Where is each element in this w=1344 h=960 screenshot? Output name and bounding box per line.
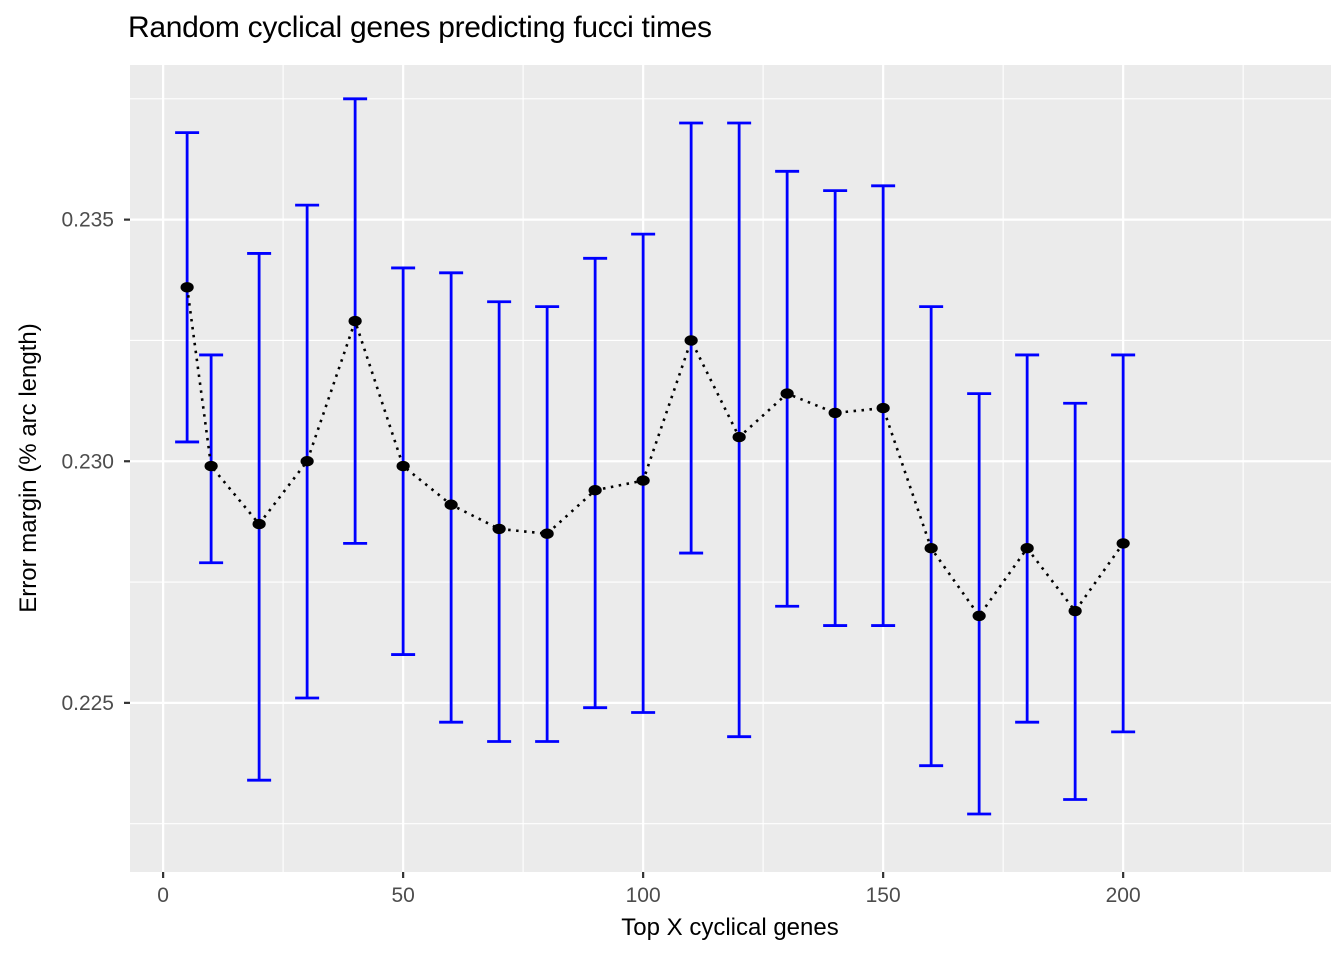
plot-title: Random cyclical genes predicting fucci t… (128, 11, 712, 44)
data-point (684, 335, 698, 346)
data-point (252, 518, 266, 530)
y-tick-label: 0.225 (61, 692, 114, 715)
data-point (588, 485, 602, 496)
data-point (636, 475, 650, 486)
data-point (348, 315, 362, 327)
y-tick-label: 0.230 (61, 450, 114, 473)
data-point (204, 460, 218, 472)
data-point (180, 282, 194, 293)
x-tick-label: 100 (626, 884, 661, 907)
x-tick-label: 0 (157, 884, 169, 907)
data-point (300, 456, 314, 467)
plot-panel (130, 65, 1331, 872)
data-point (732, 431, 746, 443)
data-point (972, 610, 986, 622)
data-point (828, 407, 842, 419)
x-axis-title: Top X cyclical genes (621, 914, 839, 941)
data-point (1068, 605, 1082, 617)
data-point (1116, 538, 1130, 549)
data-point (492, 523, 506, 535)
data-point (924, 543, 938, 554)
data-point (1020, 543, 1034, 554)
data-point (780, 388, 794, 399)
x-tick-label: 50 (391, 884, 414, 907)
data-point (876, 402, 890, 414)
x-tick-label: 150 (866, 884, 901, 907)
x-tick-label: 200 (1106, 884, 1141, 907)
y-tick-label: 0.235 (61, 209, 114, 232)
data-point (444, 499, 458, 510)
data-point (396, 460, 410, 472)
data-point (540, 528, 554, 539)
